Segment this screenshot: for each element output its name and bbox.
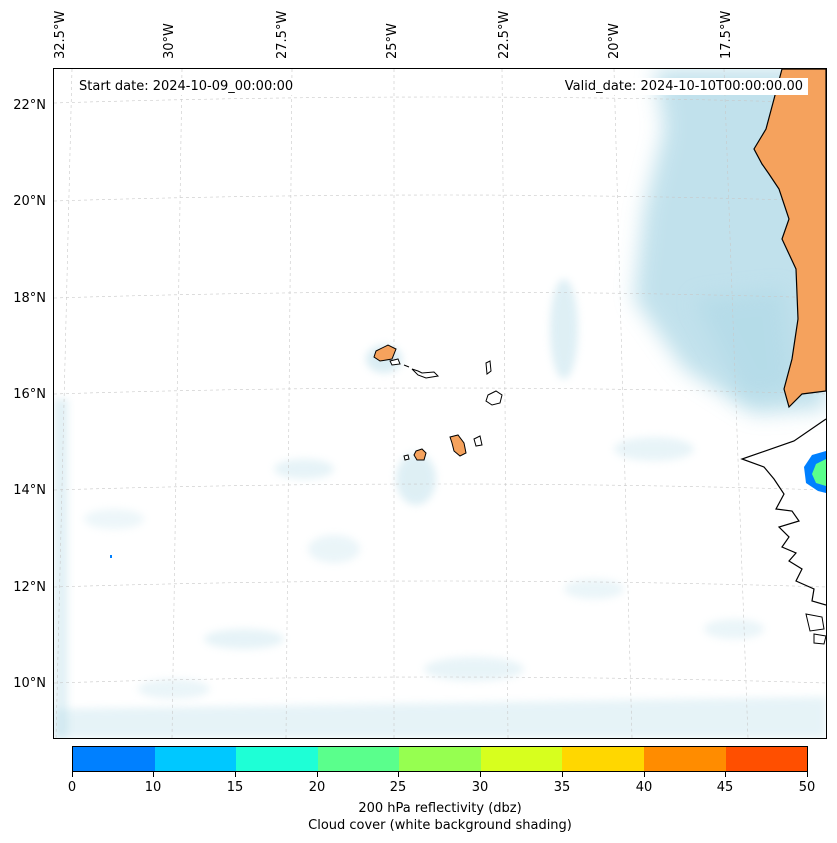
grid-lon-27-5w — [285, 69, 293, 738]
lon-label-17-5w: 17.5°W — [719, 10, 734, 59]
island-sal — [485, 360, 492, 375]
cloud-patch-small-6 — [564, 579, 624, 599]
land-africa-north — [753, 69, 826, 409]
colorbar — [72, 746, 808, 772]
map-canvas — [54, 69, 826, 738]
island-santa-luzia — [403, 364, 410, 368]
graticule — [54, 69, 826, 738]
map-panel: Start date: 2024-10-09_00:00:00 Valid_da… — [53, 68, 827, 739]
grid-lat-18n — [54, 291, 826, 299]
colorbar-segment-20-25 — [317, 747, 400, 771]
colorbar-tick-40 — [644, 772, 645, 777]
island-santo-antao — [373, 344, 397, 362]
cloud-patch-small-8 — [704, 619, 764, 639]
colorbar-segment-25-30 — [399, 747, 481, 771]
cloud-cover-shading — [54, 69, 826, 738]
colorbar-tick-0 — [72, 772, 73, 777]
valid-date-label: Valid_date: 2024-10-10T00:00:00.00 — [559, 78, 808, 95]
grid-lat-16n — [54, 387, 826, 395]
colorbar-label-10: 10 — [144, 780, 162, 795]
grid-lat-10n — [54, 676, 826, 684]
cloud-patch-capeverde-south — [396, 453, 436, 505]
grid-lat-20n — [54, 194, 826, 202]
colorbar-segment-35-40 — [562, 747, 644, 771]
coastline-senegal-guinea — [740, 418, 826, 606]
grid-lon-22-5w — [501, 69, 509, 738]
reflectivity-speck — [110, 555, 112, 558]
island-maio — [473, 435, 483, 447]
cape-verde-islands — [373, 344, 503, 461]
colorbar-tick-20 — [317, 772, 318, 777]
cloud-patch-small-3 — [424, 657, 524, 681]
island-brava — [403, 454, 410, 461]
colorbar-tick-25 — [398, 772, 399, 777]
lon-label-22-5w: 22.5°W — [497, 10, 512, 59]
colorbar-tick-30 — [480, 772, 481, 777]
cloud-patch-mid-streak — [550, 279, 578, 379]
lon-label-20w: 20°W — [607, 23, 622, 59]
colorbar-label-40: 40 — [635, 780, 653, 795]
colorbar-segment-0-10 — [73, 747, 155, 771]
colorbar-segment-10-15 — [154, 747, 237, 771]
cloud-patch-small-5 — [308, 535, 360, 563]
colorbar-tick-10 — [153, 772, 154, 777]
lat-label-20n: 20°N — [13, 194, 46, 209]
cloud-region-bottom-band — [54, 697, 826, 738]
coastline-guinea-bissau-islands — [805, 613, 826, 645]
lat-label-14n: 14°N — [13, 483, 46, 498]
lon-label-27-5w: 27.5°W — [275, 10, 290, 59]
reflectivity-cell — [804, 451, 826, 493]
grid-lat-14n — [54, 483, 826, 491]
cloud-patch-small-1 — [274, 459, 334, 479]
colorbar-label-50: 50 — [798, 780, 816, 795]
cloud-patch-small-4 — [614, 437, 694, 461]
reflectivity-cell-inner — [812, 459, 826, 486]
colorbar-tick-35 — [562, 772, 563, 777]
cloud-region-left-edge — [54, 399, 68, 738]
cloud-patch-small-2 — [204, 629, 284, 649]
island-santiago — [449, 434, 467, 457]
cloud-region-east-core — [694, 289, 794, 399]
grid-lon-30w — [171, 69, 183, 738]
colorbar-title: 200 hPa reflectivity (dbz) — [358, 801, 522, 816]
lat-label-18n: 18°N — [13, 291, 46, 306]
island-boa-vista — [485, 390, 503, 406]
island-fogo — [413, 448, 427, 461]
island-sao-nicolau — [411, 368, 440, 379]
lat-label-22n: 22°N — [13, 98, 46, 113]
grid-lat-12n — [54, 580, 826, 588]
colorbar-segment-40-45 — [643, 747, 726, 771]
lon-label-25w: 25°W — [385, 23, 400, 59]
colorbar-segment-15-20 — [236, 747, 318, 771]
start-date-label: Start date: 2024-10-09_00:00:00 — [74, 78, 299, 95]
colorbar-label-25: 25 — [389, 780, 407, 795]
colorbar-label-0: 0 — [67, 780, 77, 795]
colorbar-label-15: 15 — [226, 780, 244, 795]
colorbar-segment-45-50 — [725, 747, 808, 771]
colorbar-segment-30-35 — [480, 747, 563, 771]
lat-label-10n: 10°N — [13, 676, 46, 691]
lat-label-12n: 12°N — [13, 580, 46, 595]
colorbar-label-45: 45 — [716, 780, 734, 795]
cloud-patch-small-9 — [84, 509, 144, 529]
colorbar-tick-50 — [807, 772, 808, 777]
cloud-patch-small-7 — [138, 679, 210, 699]
grid-lon-20w — [613, 69, 633, 738]
colorbar-label-30: 30 — [471, 780, 489, 795]
colorbar-tick-15 — [235, 772, 236, 777]
grid-lat-22n — [54, 96, 826, 104]
colorbar-tick-45 — [725, 772, 726, 777]
lat-label-16n: 16°N — [13, 387, 46, 402]
colorbar-label-20: 20 — [308, 780, 326, 795]
land-mass — [740, 69, 826, 645]
lon-label-32-5w: 32.5°W — [53, 10, 68, 59]
colorbar-subtitle: Cloud cover (white background shading) — [308, 818, 572, 833]
lon-label-30w: 30°W — [162, 23, 177, 59]
colorbar-label-35: 35 — [553, 780, 571, 795]
island-sao-vicente — [389, 358, 401, 366]
